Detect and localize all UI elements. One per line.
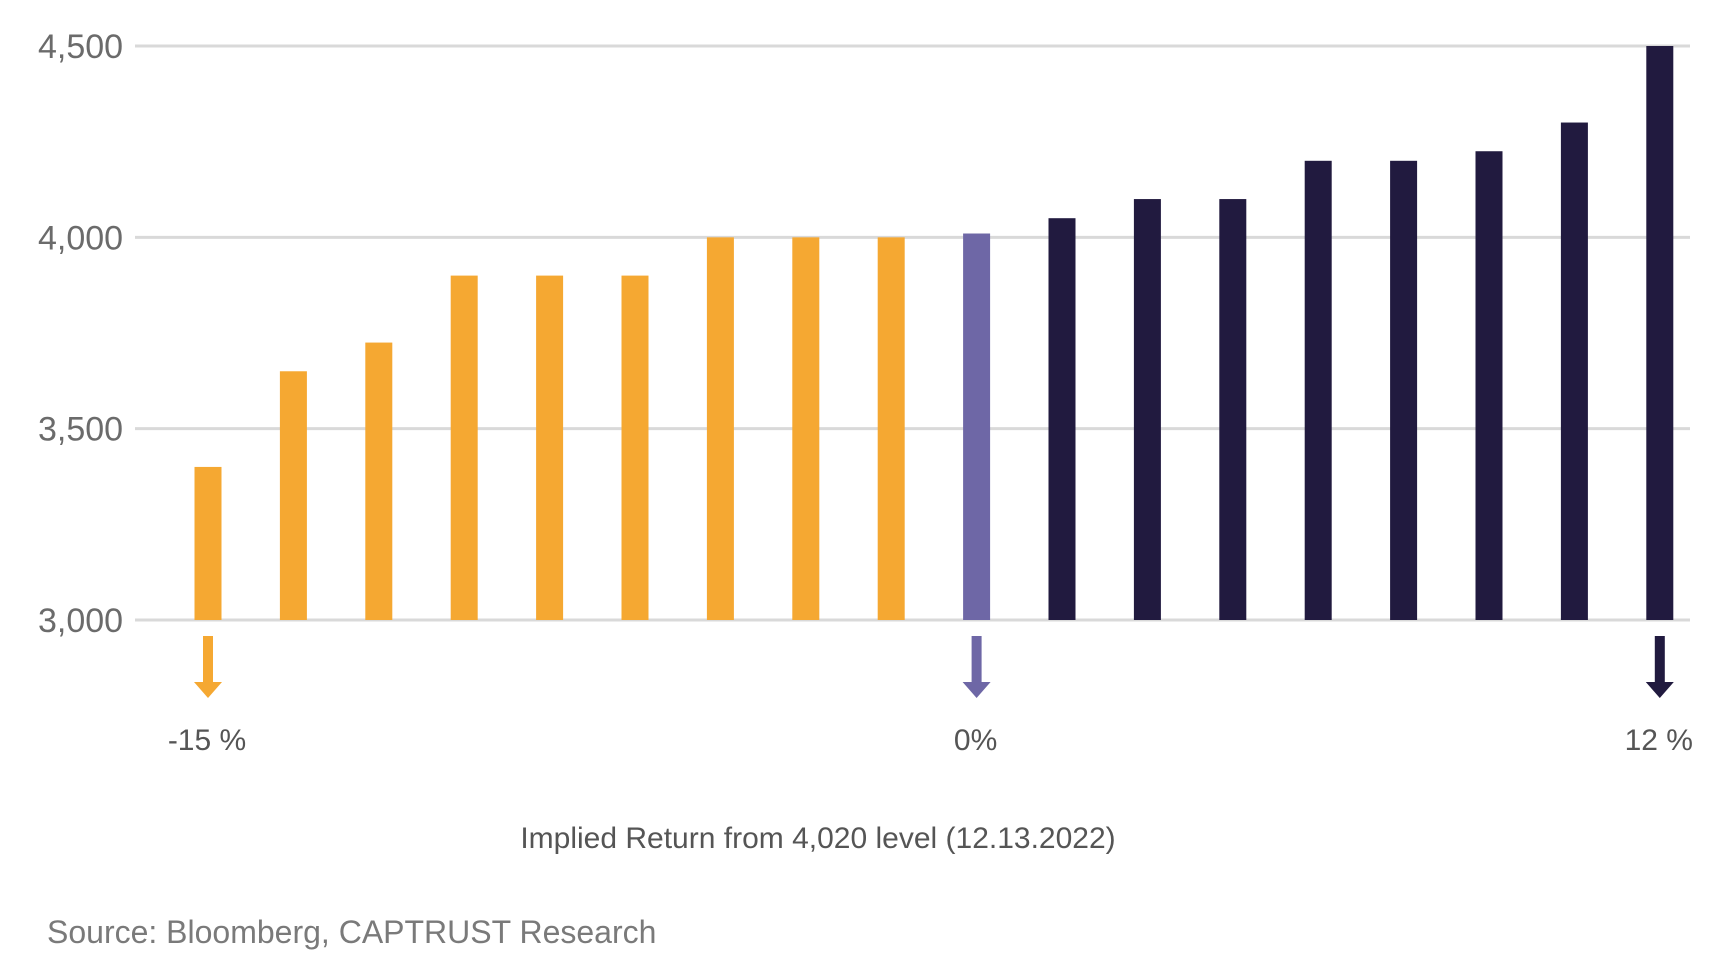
gridlines [135,44,1690,622]
down-arrow-head [194,682,222,698]
bar [365,342,393,620]
y-tick-label: 3,000 [38,602,123,640]
bars [194,46,1674,621]
bar [621,275,649,620]
marker-label: 12 % [1625,724,1693,757]
down-arrow-icon [971,636,982,682]
bar [279,371,307,620]
x-axis-label: Implied Return from 4,020 level (12.13.2… [520,822,1115,855]
bar [963,233,991,621]
bar [792,237,820,621]
bar [450,275,478,620]
bar [1475,151,1503,620]
return-marker: 12 % [1625,636,1693,757]
bar [1304,160,1332,621]
y-tick-label: 4,000 [38,219,123,257]
marker-label: -15 % [168,724,246,757]
return-marker: -15 % [168,636,246,757]
y-tick-label: 4,500 [38,28,123,66]
return-marker: 0% [954,636,997,757]
return-markers: -15 % 0% 12 % [168,636,1693,757]
bar [877,237,905,621]
bar [194,466,222,620]
down-arrow-head [962,682,991,698]
bar [1646,46,1674,620]
source-note: Source: Bloomberg, CAPTRUST Research [47,914,656,950]
bar [1219,199,1247,621]
bar [1390,160,1418,621]
bar [1133,199,1161,621]
down-arrow-icon [203,636,213,682]
bar [1560,122,1588,621]
bar [706,237,734,621]
down-arrow-head [1645,682,1674,698]
y-axis-tick-labels: 3,000 3,500 4,000 4,500 [38,28,123,640]
bar [536,275,564,620]
marker-label: 0% [954,724,997,757]
down-arrow-icon [1654,636,1665,682]
bar [1048,218,1076,620]
y-tick-label: 3,500 [38,411,123,449]
